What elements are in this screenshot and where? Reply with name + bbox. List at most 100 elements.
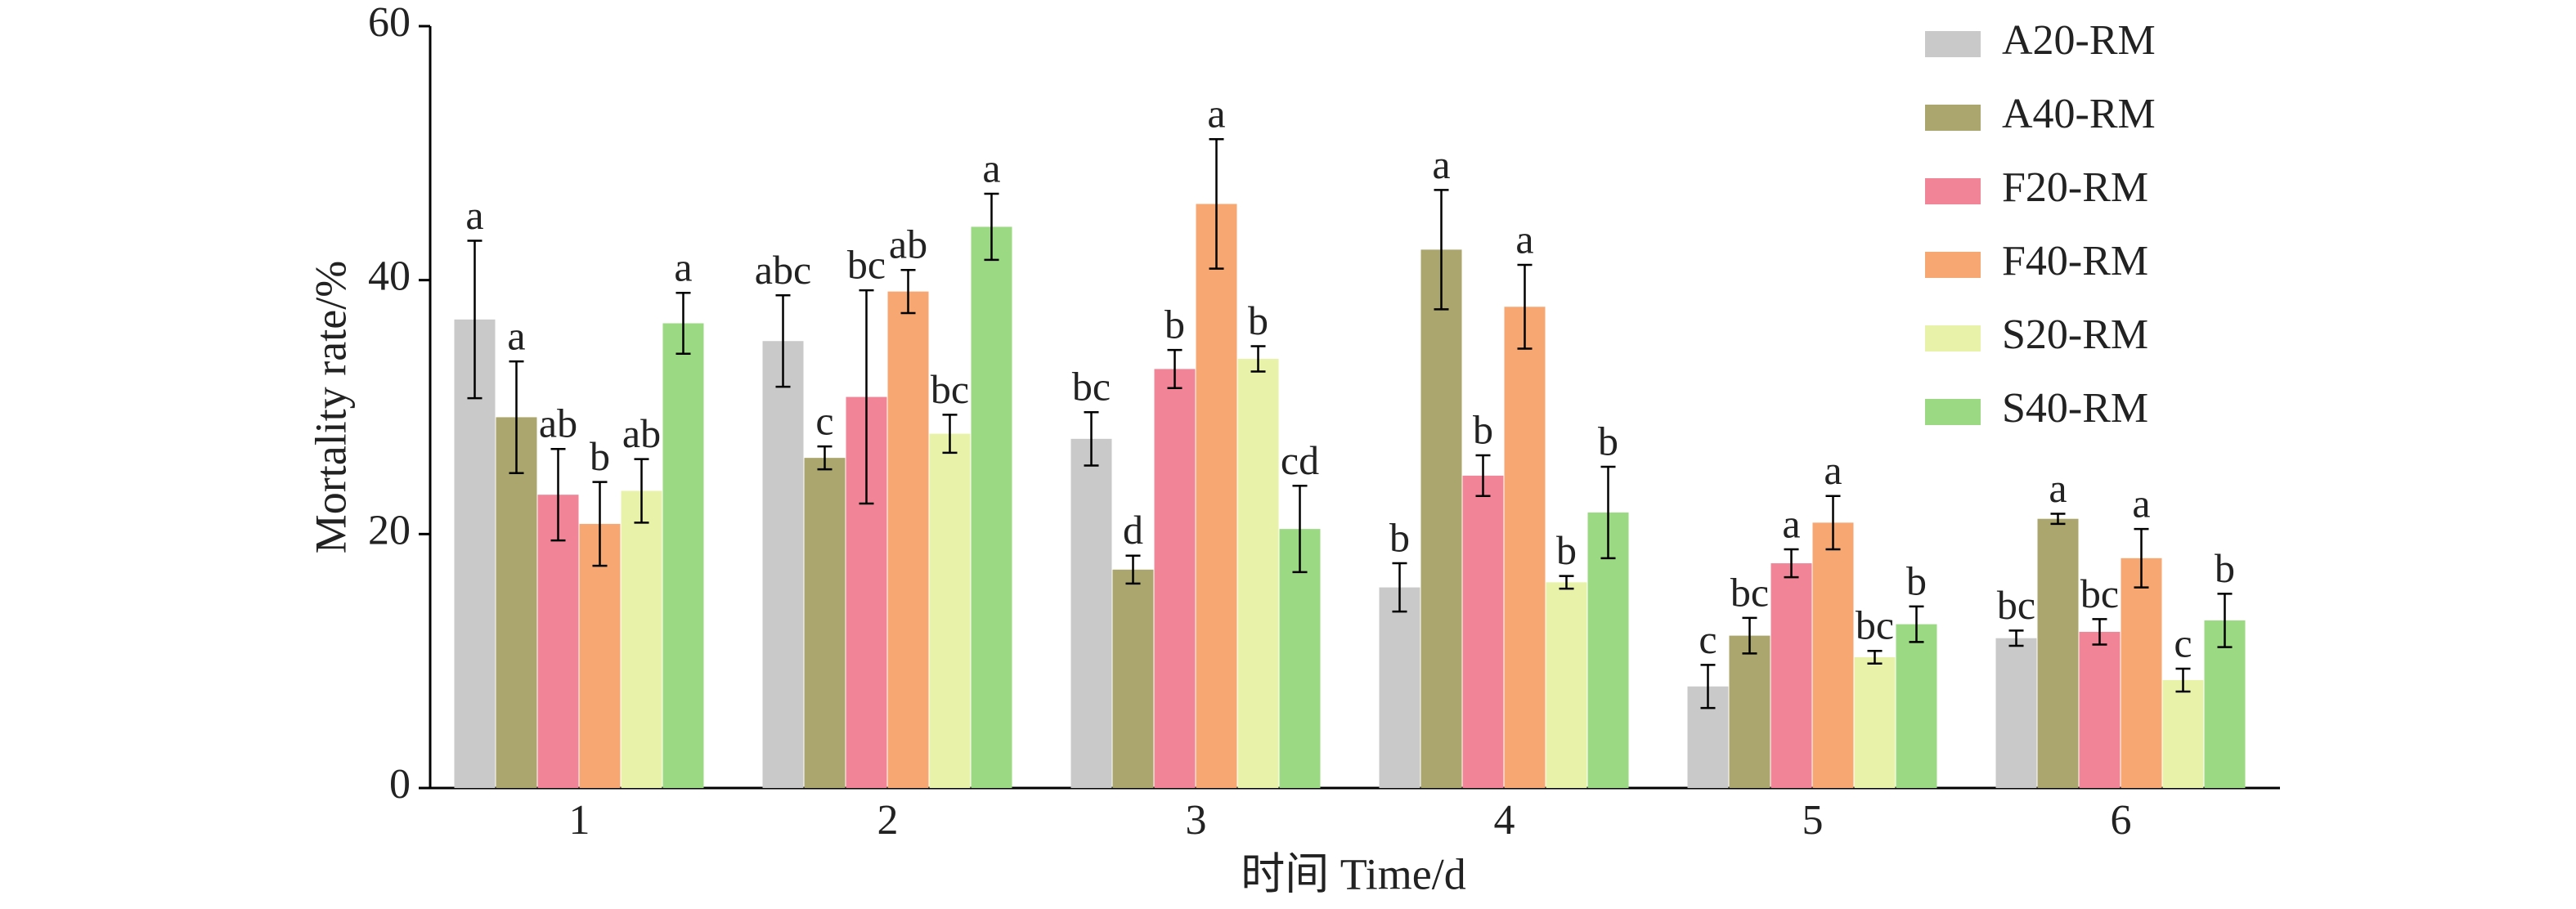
x-tick-label: 1 (569, 797, 590, 844)
bar (762, 341, 804, 788)
significance-label: a (2132, 481, 2150, 526)
bar (496, 417, 537, 788)
significance-label: bc (847, 242, 886, 288)
error-bar (1600, 465, 1616, 560)
error-bar (1392, 562, 1407, 613)
significance-label: a (1207, 91, 1225, 137)
legend-swatch (1925, 105, 1981, 131)
significance-label: c (1699, 616, 1717, 662)
error-bar (467, 240, 482, 400)
error-bar (1909, 605, 1924, 643)
error-bar (2134, 527, 2149, 589)
significance-label: bc (931, 366, 969, 412)
bar (1379, 587, 1420, 788)
x-axis-label: 时间 Time/d (1241, 849, 1466, 898)
error-bar (1742, 616, 1757, 655)
error-bar (1700, 664, 1716, 710)
bar (1504, 307, 1546, 789)
bar (1462, 475, 1504, 788)
error-bar (1292, 485, 1308, 574)
y-axis-label: Mortality rate/% (306, 261, 355, 553)
significance-label: bc (1730, 569, 1769, 615)
error-bar (634, 458, 649, 524)
significance-label: abc (755, 247, 811, 293)
bar (1546, 582, 1587, 788)
significance-label: bc (1072, 364, 1111, 410)
y-tick-label: 20 (368, 507, 411, 553)
bar (1154, 369, 1196, 788)
significance-label: a (1515, 216, 1533, 262)
error-bar (1475, 454, 1491, 497)
bar (1420, 249, 1462, 788)
error-bar (1084, 410, 1099, 467)
error-bar (775, 294, 791, 388)
bar (2120, 557, 2162, 788)
bar (971, 226, 1012, 789)
significance-label: a (1432, 141, 1450, 187)
bar (1995, 638, 2037, 788)
legend-swatch (1925, 325, 1981, 352)
y-tick-label: 60 (368, 0, 411, 46)
error-bar (859, 289, 874, 505)
bar (2079, 631, 2120, 788)
y-tick-label: 0 (389, 761, 411, 808)
error-bar (2008, 629, 2024, 647)
legend-swatch (1925, 31, 1981, 57)
significance-label: cd (1281, 437, 1319, 483)
legend-label: F40-RM (2002, 238, 2148, 284)
bar (2204, 620, 2246, 788)
significance-label: d (1123, 507, 1143, 553)
error-bar (2050, 513, 2066, 526)
error-bar (550, 448, 566, 542)
significance-label: ab (622, 410, 661, 456)
error-bar (1209, 137, 1224, 270)
bar (1070, 438, 1112, 788)
x-tick-label: 2 (877, 797, 899, 844)
significance-label: a (2049, 465, 2067, 511)
error-bar (2175, 667, 2191, 693)
significance-label: a (1782, 500, 1800, 546)
significance-label: b (590, 433, 610, 479)
error-bar (2092, 618, 2107, 646)
bar (1196, 204, 1237, 788)
bar (1812, 522, 1854, 788)
significance-label: a (1824, 447, 1842, 493)
bar (1770, 563, 1812, 788)
legend-swatch (1925, 399, 1981, 425)
error-bar (1167, 348, 1183, 389)
x-tick-label: 6 (2111, 797, 2132, 844)
bar (1854, 657, 1896, 788)
x-tick-label: 3 (1186, 797, 1207, 844)
error-bar (900, 268, 916, 315)
error-bar (942, 414, 958, 454)
bar (887, 291, 929, 788)
x-tick-label: 5 (1802, 797, 1824, 844)
error-bar (1784, 548, 1799, 579)
bar (1896, 624, 1937, 788)
legend-label: S40-RM (2002, 385, 2148, 432)
significance-label: b (1389, 515, 1410, 561)
significance-label: b (1473, 406, 1493, 452)
significance-label: b (1248, 298, 1268, 343)
significance-label: b (1556, 527, 1577, 573)
bar (2037, 518, 2079, 788)
significance-label: a (507, 313, 525, 359)
x-tick-label: 4 (1494, 797, 1515, 844)
error-bar (675, 291, 691, 356)
significance-label: bc (1856, 602, 1894, 648)
error-bar (1517, 263, 1533, 350)
significance-label: c (815, 398, 833, 444)
error-bar (817, 445, 832, 471)
error-bar (1825, 495, 1841, 551)
bar (1237, 358, 1279, 788)
bar (537, 495, 579, 788)
error-bar (984, 192, 999, 262)
bar (579, 523, 621, 788)
significance-label: b (1598, 418, 1618, 463)
error-bar (2217, 593, 2233, 648)
significance-label: ab (889, 222, 927, 267)
error-bar (1867, 649, 1883, 665)
significance-label: a (674, 244, 692, 290)
y-tick-label: 40 (368, 253, 411, 300)
